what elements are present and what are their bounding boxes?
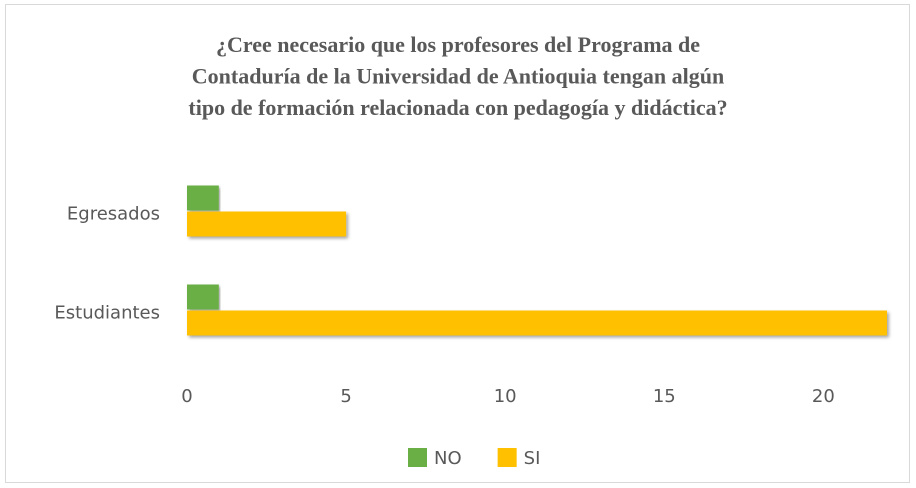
x-tick-label: 15 — [653, 386, 676, 407]
chart-title: Contaduría de la Universidad de Antioqui… — [192, 64, 724, 89]
chart-border — [5, 4, 910, 483]
x-tick-label: 10 — [494, 386, 517, 407]
legend-swatch — [497, 448, 517, 467]
legend-swatch — [408, 448, 427, 467]
legend-label: NO — [434, 448, 462, 469]
legend-label: SI — [524, 448, 541, 469]
bar — [187, 185, 219, 211]
chart-title: tipo de formación relacionada con pedago… — [188, 95, 727, 120]
x-tick-label: 0 — [181, 386, 192, 407]
y-tick-label: Egresados — [67, 204, 160, 225]
x-tick-label: 5 — [340, 386, 351, 407]
y-tick-label: Estudiantes — [54, 303, 160, 324]
chart-title: ¿Cree necesario que los profesores del P… — [216, 32, 700, 57]
bar — [187, 284, 219, 310]
bar — [187, 211, 347, 237]
x-tick-label: 20 — [812, 386, 835, 407]
bar — [187, 310, 887, 336]
